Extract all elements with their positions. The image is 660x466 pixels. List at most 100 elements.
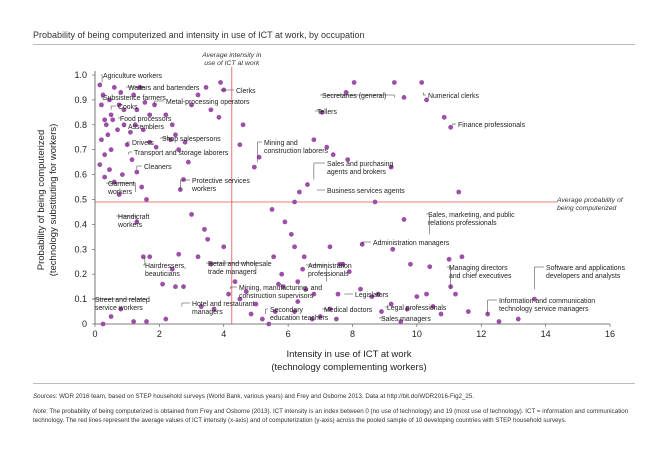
annotation-label: Legal professionals — [387, 305, 447, 312]
y-axis-subtitle: (technology substituting for workers) — [48, 124, 59, 277]
data-point — [251, 164, 257, 170]
data-point — [441, 114, 447, 120]
data-point — [496, 319, 502, 324]
data-point — [465, 309, 471, 314]
data-point — [131, 92, 137, 98]
data-point — [139, 184, 145, 190]
data-point — [169, 122, 175, 128]
annotation-label: Business services agents — [327, 188, 405, 195]
data-point — [176, 251, 182, 257]
annotation-label: beauticians — [145, 271, 180, 278]
annotation-leader — [313, 162, 325, 180]
annotation-label: construction laborers — [264, 148, 329, 155]
data-point — [379, 309, 384, 314]
annotation-label: Tellers — [317, 109, 337, 116]
x-tick-label: 12 — [476, 329, 486, 339]
annotation-label: Mining and — [264, 140, 298, 147]
data-point — [446, 256, 452, 262]
data-point — [185, 159, 191, 165]
data-point — [108, 314, 114, 319]
annotation-leader — [128, 151, 132, 155]
data-point — [102, 174, 108, 180]
data-point — [118, 90, 124, 95]
data-point — [515, 316, 521, 322]
data-point — [97, 162, 103, 168]
data-point — [134, 107, 140, 113]
annotation-label: construction supervisors — [239, 293, 314, 300]
data-point — [132, 122, 138, 128]
annotation-leader — [101, 74, 103, 83]
data-point — [198, 304, 204, 309]
annotation-leader — [180, 179, 190, 190]
data-point — [99, 102, 104, 108]
data-point — [100, 321, 106, 327]
data-point — [276, 281, 281, 287]
annotation-label: Managing directors — [449, 265, 508, 272]
data-point — [372, 199, 378, 205]
annotation-leader — [118, 117, 121, 120]
data-point — [388, 301, 394, 307]
annotation-leader — [322, 308, 327, 312]
annotation-leader — [257, 141, 262, 163]
y-axis-title: Probability of being computerized — [36, 130, 47, 270]
annotation-leader — [423, 92, 426, 96]
data-point — [295, 279, 301, 285]
data-point — [459, 254, 465, 260]
data-point — [173, 132, 178, 138]
data-point — [218, 80, 223, 85]
data-point — [311, 137, 317, 143]
data-point — [343, 90, 349, 95]
annotation-leader — [106, 182, 136, 193]
data-point — [100, 92, 106, 98]
data-point — [448, 124, 454, 130]
data-point — [282, 219, 288, 225]
annotation-label: Secondary — [270, 307, 303, 314]
data-point — [311, 291, 317, 297]
data-point — [337, 261, 343, 267]
annotation-leader — [229, 286, 237, 290]
data-point — [102, 152, 108, 158]
annotation-leader — [181, 302, 190, 307]
data-point — [248, 311, 254, 317]
annotation-leader — [361, 241, 371, 245]
annotation-leader — [101, 96, 104, 100]
annotation-label: and chief executives — [449, 273, 512, 280]
data-point — [335, 291, 341, 297]
y-tick-label: 0.6 — [74, 170, 87, 180]
annotation-label: Protective services — [192, 178, 250, 185]
annotation-leader — [110, 105, 116, 110]
y-tick-label: 0.3 — [74, 244, 87, 254]
data-point — [189, 212, 194, 217]
annotation-label: workers — [191, 186, 217, 193]
data-point — [140, 127, 146, 133]
annotation-label: Software and applications — [546, 265, 625, 272]
data-point — [401, 95, 407, 100]
data-point — [237, 296, 243, 302]
annotation-label: Garment — [108, 181, 135, 188]
annotation-leader — [143, 256, 146, 266]
annotation-leader — [315, 110, 323, 113]
annotation-leader — [534, 266, 544, 290]
data-point — [131, 319, 137, 324]
data-point — [351, 80, 357, 85]
data-point — [271, 254, 277, 260]
annotation-label: Secretaries (general) — [322, 93, 386, 100]
data-point — [324, 144, 330, 150]
data-point — [169, 266, 175, 272]
annotation-label: Handicraft — [118, 214, 149, 221]
data-point — [195, 92, 201, 98]
annotation-leader — [160, 137, 171, 140]
y-tick-label: 0.4 — [74, 219, 87, 229]
annotation-leader — [487, 299, 497, 315]
data-point — [134, 169, 140, 175]
annotation-leader — [452, 123, 456, 125]
annotation-label: Administration managers — [373, 240, 450, 247]
data-point — [424, 97, 429, 103]
x-axis-subtitle: (technology complementing workers) — [271, 362, 426, 373]
annotation-label: Waiters and bartenders — [128, 85, 200, 92]
data-point — [102, 117, 108, 123]
data-point — [205, 236, 211, 242]
data-point — [288, 231, 294, 237]
annotation-label: Assemblers — [128, 124, 165, 131]
data-point — [346, 269, 352, 275]
